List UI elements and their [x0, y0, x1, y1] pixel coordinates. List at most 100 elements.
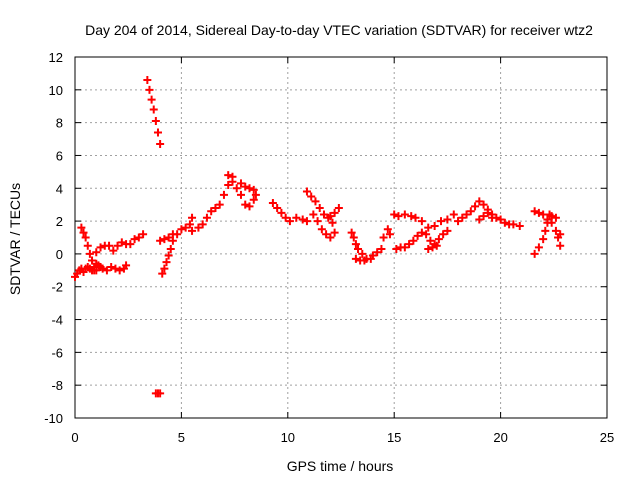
- data-point: [347, 228, 356, 237]
- data-point: [379, 233, 388, 242]
- data-point: [479, 200, 488, 209]
- data-point: [302, 217, 311, 226]
- data-point: [207, 207, 216, 216]
- data-point: [488, 213, 497, 222]
- data-point: [426, 236, 435, 245]
- data-point: [405, 240, 414, 249]
- y-tick-label: 6: [56, 148, 63, 163]
- data-point: [188, 213, 197, 222]
- data-point: [241, 200, 250, 209]
- tick-label-layer: 0 5 10 15 20 25 -10 -8 -6 -4 -2 0 2 4 6 8 10 12: [44, 50, 614, 445]
- data-point: [319, 210, 328, 219]
- data-point: [164, 251, 173, 260]
- data-point: [143, 75, 152, 84]
- data-point: [153, 128, 162, 137]
- data-point: [330, 208, 339, 217]
- data-point: [273, 203, 282, 212]
- data-point: [400, 210, 409, 219]
- x-tick-label: 10: [281, 430, 295, 445]
- data-point: [479, 212, 488, 221]
- data-point: [224, 171, 233, 180]
- data-point: [83, 241, 92, 250]
- data-point: [496, 215, 505, 224]
- data-point: [432, 241, 441, 250]
- data-point: [377, 244, 386, 253]
- data-point: [351, 254, 360, 263]
- data-point: [373, 248, 382, 257]
- data-point: [109, 246, 118, 255]
- data-point: [530, 249, 539, 258]
- data-point: [326, 212, 335, 221]
- data-point: [173, 230, 182, 239]
- data-point: [236, 190, 245, 199]
- data-point: [530, 207, 539, 216]
- data-point: [471, 202, 480, 211]
- data-point: [228, 177, 237, 186]
- data-point: [466, 207, 475, 216]
- data-point: [392, 244, 401, 253]
- data-point: [92, 248, 101, 257]
- chart-title: Day 204 of 2014, Sidereal Day-to-day VTE…: [85, 22, 593, 38]
- data-point: [281, 213, 290, 222]
- data-point: [351, 240, 360, 249]
- data-points: [71, 75, 565, 398]
- data-point: [556, 230, 565, 239]
- data-point: [390, 210, 399, 219]
- data-point: [113, 241, 122, 250]
- data-point: [307, 192, 316, 201]
- data-point: [156, 236, 165, 245]
- tick-layer: [74, 56, 608, 419]
- grid-layer: [75, 57, 607, 418]
- plot-frame: [74, 56, 608, 419]
- data-point: [105, 241, 114, 250]
- y-tick-label: -4: [51, 313, 63, 328]
- data-point: [417, 217, 426, 226]
- data-point: [156, 389, 165, 398]
- x-tick-label: 15: [387, 430, 401, 445]
- data-point: [96, 243, 105, 252]
- data-point: [79, 228, 88, 237]
- data-point: [245, 202, 254, 211]
- x-tick-label: 25: [600, 430, 614, 445]
- data-point: [475, 215, 484, 224]
- data-point: [151, 116, 160, 125]
- y-tick-label: 12: [49, 50, 63, 65]
- data-point: [115, 266, 124, 275]
- data-point: [317, 225, 326, 234]
- data-point: [232, 184, 241, 193]
- data-point: [85, 249, 94, 258]
- data-point: [358, 249, 367, 258]
- data-point: [88, 256, 97, 265]
- data-point: [349, 233, 358, 242]
- data-point: [326, 233, 335, 242]
- data-point: [430, 222, 439, 231]
- data-point: [181, 223, 190, 232]
- data-point: [322, 230, 331, 239]
- y-tick-label: -8: [51, 378, 63, 393]
- data-point: [483, 208, 492, 217]
- data-point: [424, 223, 433, 232]
- data-point: [219, 190, 228, 199]
- data-point: [354, 244, 363, 253]
- data-point: [411, 213, 420, 222]
- data-point: [462, 210, 471, 219]
- data-point: [90, 266, 99, 275]
- data-point: [98, 264, 107, 273]
- data-point: [236, 179, 245, 188]
- data-point: [394, 212, 403, 221]
- data-point: [122, 261, 131, 270]
- data-point: [168, 236, 177, 245]
- x-tick-label: 5: [178, 430, 185, 445]
- y-tick-label: -2: [51, 280, 63, 295]
- data-point: [117, 238, 126, 247]
- data-point: [539, 235, 548, 244]
- data-point: [437, 217, 446, 226]
- data-point: [158, 269, 167, 278]
- data-point: [102, 266, 111, 275]
- data-point: [241, 182, 250, 191]
- data-point: [424, 244, 433, 253]
- data-point: [449, 210, 458, 219]
- data-point: [422, 230, 431, 239]
- data-point: [475, 197, 484, 206]
- data-point: [409, 236, 418, 245]
